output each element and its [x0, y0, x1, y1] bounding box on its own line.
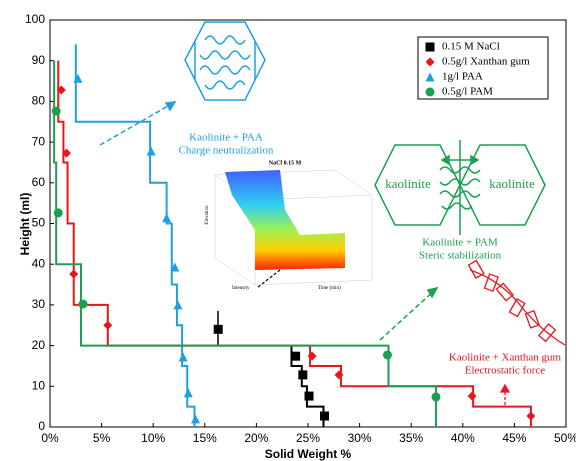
paa-drawing — [100, 22, 265, 145]
x-tick-label: 20% — [244, 431, 268, 445]
y-tick-label: 60 — [32, 175, 46, 189]
x-tick-label: 0% — [41, 431, 59, 445]
legend-marker — [426, 88, 435, 97]
y-axis-label: Height (ml) — [18, 193, 32, 256]
legend-label: 0.15 M NaCl — [442, 41, 500, 53]
marker — [214, 325, 223, 334]
annotation: Electrostatic force — [465, 365, 545, 377]
y-tick-label: 20 — [32, 338, 46, 352]
marker — [73, 74, 82, 83]
legend-label: 1g/l PAA — [442, 71, 483, 83]
x-tick-label: 50% — [554, 431, 576, 445]
annotation: Kaolinite + PAM — [422, 237, 498, 249]
inset-plot — [215, 170, 372, 287]
marker — [431, 392, 440, 401]
marker — [184, 388, 193, 397]
legend-label: 0.5g/l Xanthan gum — [442, 56, 530, 68]
x-tick-label: 45% — [502, 431, 526, 445]
marker — [468, 392, 477, 401]
xanthan-drawing — [469, 261, 565, 405]
inset-axis-label: Elevation — [205, 205, 210, 225]
marker — [54, 208, 63, 217]
marker — [291, 352, 300, 361]
annotation: Charge neutralization — [179, 145, 274, 157]
y-tick-label: 80 — [32, 94, 46, 108]
marker — [305, 392, 314, 401]
x-axis-label: Solid Weight % — [265, 447, 352, 461]
annotation: Kaolinite + PAA — [189, 132, 263, 144]
inset-axis-label: Time (min) — [318, 286, 341, 291]
inset-axis-label: Intensity — [232, 286, 250, 291]
marker — [147, 147, 156, 156]
chart: Kaolinite + PAA Charge neutralization ka… — [0, 0, 576, 461]
annotation: Kaolinite + Xanthan gum — [449, 352, 562, 364]
marker — [298, 370, 307, 379]
y-tick-label: 100 — [25, 12, 45, 26]
y-tick-label: 30 — [32, 297, 46, 311]
x-tick-label: 10% — [141, 431, 165, 445]
x-tick-label: 15% — [193, 431, 217, 445]
marker — [69, 269, 78, 278]
inset-title: NaCl 0.15 M — [269, 160, 302, 166]
annotation: kaolinite — [385, 176, 431, 191]
marker — [383, 350, 392, 359]
y-tick-label: 70 — [32, 134, 46, 148]
annotation: Steric stabilization — [419, 250, 502, 262]
x-tick-label: 25% — [296, 431, 320, 445]
step-line — [54, 61, 436, 427]
x-tick-label: 35% — [399, 431, 423, 445]
y-tick-label: 90 — [32, 53, 46, 67]
y-tick-label: 10 — [32, 378, 46, 392]
legend-marker — [426, 43, 435, 52]
marker — [103, 321, 112, 330]
x-tick-label: 30% — [348, 431, 372, 445]
annotation: kaolinite — [489, 176, 535, 191]
marker — [179, 352, 188, 361]
marker — [526, 412, 535, 421]
marker — [52, 107, 61, 116]
marker — [79, 300, 88, 309]
y-tick-label: 50 — [32, 216, 46, 230]
marker — [320, 412, 329, 421]
marker — [162, 213, 171, 222]
marker — [308, 352, 317, 361]
y-tick-label: 0 — [38, 419, 45, 433]
marker — [334, 370, 343, 379]
step-line — [76, 44, 195, 427]
legend-label: 0.5g/l PAM — [442, 86, 493, 98]
y-tick-label: 40 — [32, 256, 46, 270]
x-tick-label: 5% — [93, 431, 111, 445]
marker — [191, 414, 200, 423]
marker — [173, 300, 182, 309]
x-tick-label: 40% — [451, 431, 475, 445]
